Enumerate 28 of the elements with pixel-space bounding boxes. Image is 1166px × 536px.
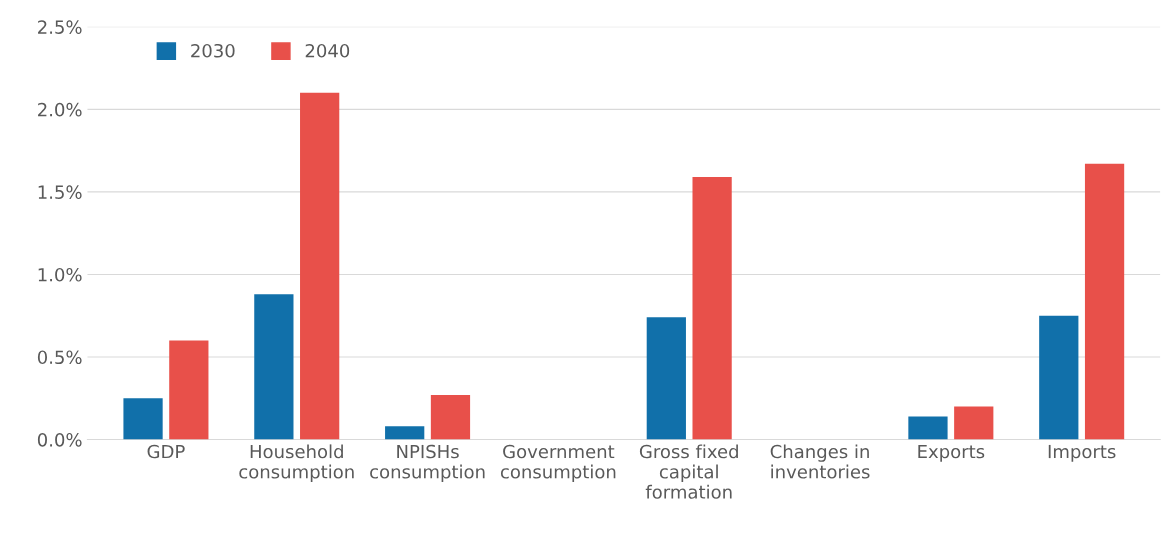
y-tick-label: 1.0% (38, 267, 82, 282)
bar (1084, 163, 1125, 440)
bar (169, 340, 209, 440)
x-tick-label: Gross fixed capital formation (639, 444, 738, 499)
bar (692, 177, 732, 440)
bar (646, 317, 686, 440)
y-tick-label: 2.5% (38, 20, 82, 34)
legend-label: 2030 (191, 43, 235, 58)
x-tick-label: Government consumption (500, 444, 616, 483)
y-tick-label: 1.5% (38, 185, 82, 199)
bar (430, 394, 471, 440)
x-tick-label: GDP (147, 444, 185, 459)
x-tick-label: Household consumption (239, 444, 354, 483)
y-tick-label: 0.5% (37, 350, 82, 365)
bar (254, 294, 294, 440)
bar (954, 406, 994, 440)
bar (1039, 315, 1079, 440)
bar (123, 398, 163, 440)
x-tick-label: Exports (918, 444, 985, 462)
bar (908, 416, 948, 440)
x-tick-label: Imports (1048, 444, 1116, 462)
bar (300, 92, 340, 440)
x-tick-label: Changes in inventories (770, 444, 870, 479)
legend-label: 2040 (305, 43, 350, 58)
y-tick-label: 0.0% (37, 432, 82, 447)
bar (385, 426, 425, 440)
y-tick-label: 2.0% (38, 102, 82, 117)
x-tick-label: NPISHs consumption (370, 444, 485, 483)
